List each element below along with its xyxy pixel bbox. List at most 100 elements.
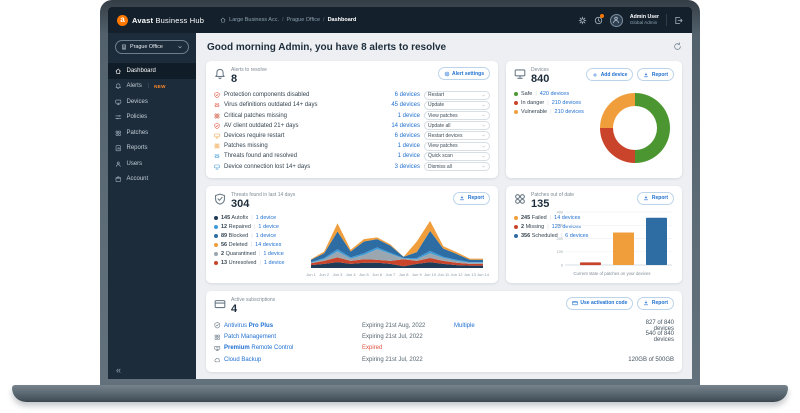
- legend-value-link[interactable]: 1 device: [263, 260, 285, 267]
- alert-label: Virus definitions outdated 14+ days: [224, 102, 318, 109]
- sidebar-item-dashboard[interactable]: Dashboard: [108, 63, 196, 79]
- legend-value-link[interactable]: 1 device: [258, 224, 279, 231]
- devices-report-button[interactable]: Report: [637, 68, 674, 81]
- notifications-icon[interactable]: [594, 14, 605, 25]
- sidebar-item-devices[interactable]: Devices: [108, 94, 196, 110]
- avatar[interactable]: [609, 13, 623, 27]
- legend-value-link[interactable]: 210 devices: [554, 108, 584, 115]
- legend-value-link[interactable]: 123 devices: [551, 224, 582, 231]
- alert-action-label: Restart devices: [428, 132, 463, 139]
- breadcrumb-item[interactable]: Large Business Acc.: [229, 17, 279, 23]
- download-icon: [643, 195, 649, 201]
- bell-icon: [115, 83, 122, 90]
- subscription-name-link[interactable]: Antivirus Pro Plus: [214, 322, 362, 329]
- alert-label: Threats found and resolved: [224, 153, 298, 160]
- chevron-down-icon: [481, 113, 486, 118]
- legend-value-link[interactable]: 1 device: [263, 251, 284, 258]
- legend-value-link[interactable]: 420 devices: [539, 90, 570, 97]
- svg-text:100: 100: [557, 250, 563, 254]
- brand-logo[interactable]: a Avast Business Hub: [117, 14, 204, 26]
- monitor-icon: [514, 68, 526, 80]
- sidebar-item-policies[interactable]: Policies: [108, 110, 196, 126]
- alert-devices-link[interactable]: 6 devices: [394, 132, 420, 139]
- sidebar-item-alerts[interactable]: Alerts | NEW: [108, 79, 196, 95]
- main-content: Good morning Admin, you have 8 alerts to…: [196, 33, 692, 379]
- subscription-name-link[interactable]: Patch Management: [214, 334, 362, 341]
- alert-action-label: Update all: [428, 122, 451, 129]
- account-icon: [115, 176, 122, 183]
- user-name: Admin User: [629, 13, 659, 20]
- add-device-button[interactable]: Add device: [586, 68, 634, 81]
- laptop-base: [12, 385, 788, 402]
- alert-action-dropdown[interactable]: Restart devices: [424, 131, 490, 141]
- legend-value-link[interactable]: 14 devices: [554, 215, 581, 222]
- alert-row: Device connection lost 14+ days 3 device…: [214, 161, 490, 171]
- gear-icon[interactable]: [578, 16, 587, 25]
- refresh-icon[interactable]: [673, 42, 682, 51]
- devices-count: 840: [531, 73, 550, 85]
- sidebar-item-label: Dashboard: [126, 67, 156, 74]
- legend-label: In danger: [521, 99, 545, 106]
- alerts-card-title: Alerts to resolve: [231, 67, 267, 73]
- legend-dot: [514, 91, 518, 96]
- breadcrumb-item[interactable]: Dashboard: [327, 17, 357, 23]
- alert-devices-link[interactable]: 3 devices: [394, 163, 420, 170]
- legend-row: In danger | 210 devices: [514, 98, 674, 107]
- subscriptions-card-header: Active subscriptions 4 Use activation co…: [214, 296, 674, 315]
- alert-devices-link[interactable]: 1 device: [397, 153, 420, 160]
- subscription-row: Patch Management Expiring 21st Jul, 2022…: [214, 331, 674, 343]
- legend-dot: [514, 234, 518, 239]
- alert-devices-link[interactable]: 45 devices: [391, 102, 420, 109]
- user-info[interactable]: Admin User Global Admin: [630, 14, 659, 26]
- greeting: Good morning Admin, you have 8 alerts to…: [207, 42, 447, 53]
- alert-action-dropdown[interactable]: Update: [424, 100, 490, 110]
- patches-legend: 245 Failed | 14 devices 2 Missing | 123 …: [514, 214, 674, 241]
- subscriptions-report-button[interactable]: Report: [637, 296, 674, 310]
- sliders-icon: [115, 114, 122, 121]
- alert-action-dropdown[interactable]: Restart: [424, 90, 490, 100]
- patches-icon: [214, 334, 221, 341]
- legend-value-link[interactable]: 210 devices: [551, 99, 582, 106]
- threats-report-button[interactable]: Report: [453, 191, 490, 205]
- download-icon: [643, 72, 649, 78]
- patches-report-button[interactable]: Report: [637, 191, 674, 205]
- alert-devices-link[interactable]: 6 devices: [394, 92, 420, 99]
- legend-value-link[interactable]: 1 device: [255, 233, 277, 240]
- alert-devices-link[interactable]: 1 device: [397, 112, 420, 119]
- sidebar-item-users[interactable]: Users: [108, 156, 196, 172]
- logout-icon[interactable]: [674, 16, 683, 25]
- legend-value-link[interactable]: 14 devices: [255, 242, 282, 249]
- sidebar-collapse-button[interactable]: «: [116, 365, 122, 375]
- alert-devices-link[interactable]: 1 device: [397, 143, 420, 150]
- legend-value-link[interactable]: 1 device: [255, 215, 277, 222]
- subscription-name-link[interactable]: Cloud Backup: [214, 357, 362, 364]
- svg-text:Jun 7: Jun 7: [386, 272, 397, 277]
- subscription-name-link[interactable]: Premium Remote Control: [214, 345, 362, 352]
- alert-settings-button[interactable]: Alert settings: [437, 67, 490, 80]
- subscription-row: Premium Remote Control Expired: [214, 343, 674, 355]
- sidebar-item-patches[interactable]: Patches: [108, 125, 196, 141]
- subscription-usage: 540 of 840 devices: [645, 331, 674, 344]
- chevron-down-icon: [481, 123, 486, 128]
- alert-action-dropdown[interactable]: View patches: [424, 111, 490, 121]
- subscription-extra-link[interactable]: Multiple: [454, 322, 475, 329]
- sidebar-item-account[interactable]: Account: [108, 172, 196, 188]
- alert-action-dropdown[interactable]: View patches: [424, 141, 490, 151]
- legend-value-link[interactable]: 6 devices: [565, 233, 589, 240]
- breadcrumb-item[interactable]: Prague Office: [286, 17, 321, 23]
- svg-text:Jun 6: Jun 6: [372, 272, 383, 277]
- org-selector[interactable]: Prague Office: [115, 40, 189, 54]
- alert-action-dropdown[interactable]: Dismiss all: [424, 162, 490, 171]
- devices-legend: Safe | 420 devices In danger | 210 devic…: [514, 89, 674, 116]
- notification-badge: [600, 14, 605, 18]
- alert-action-dropdown[interactable]: Quick scan: [424, 151, 490, 161]
- legend-row: 245 Failed | 14 devices: [514, 214, 674, 223]
- sidebar-item-reports[interactable]: Reports: [108, 141, 196, 157]
- alert-action-dropdown[interactable]: Update all: [424, 121, 490, 131]
- legend-label: Safe: [521, 90, 533, 97]
- use-activation-code-button[interactable]: Use activation code: [565, 296, 634, 310]
- alert-devices-link[interactable]: 14 devices: [391, 122, 420, 129]
- subscription-expiry: Expiring 21st Jul, 2022: [362, 356, 423, 363]
- sidebar-nav: Dashboard Alerts | NEW Devices Policies P…: [108, 63, 196, 187]
